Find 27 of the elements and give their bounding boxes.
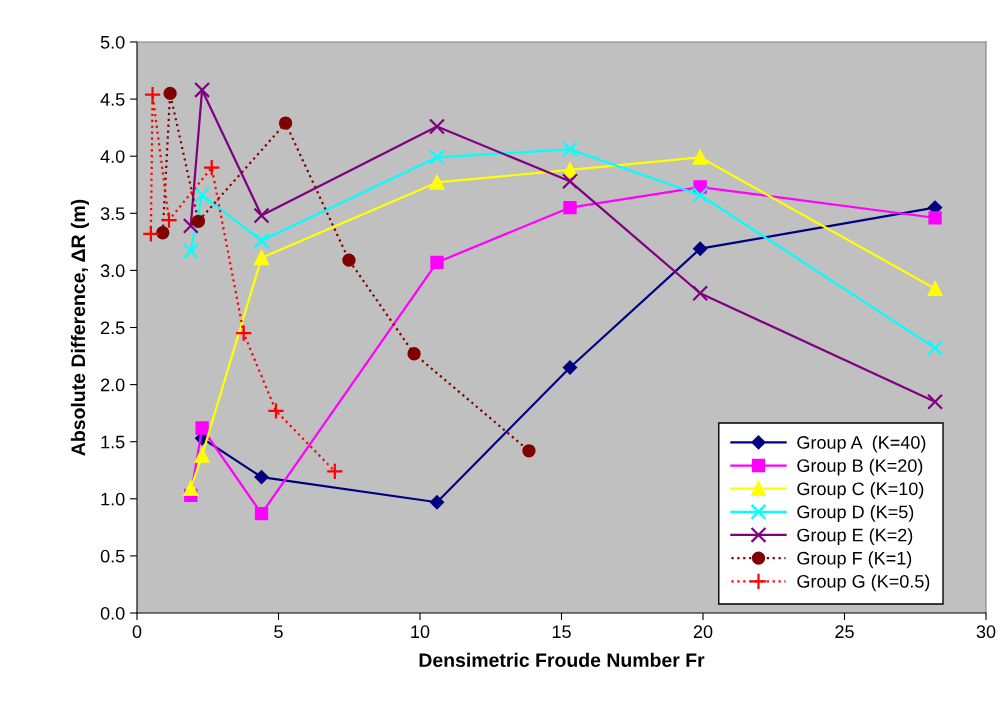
y-axis-title: Absolute Difference, ΔR (m) <box>70 199 89 456</box>
x-tick-label: 30 <box>976 625 996 639</box>
y-tick-label: 4.5 <box>100 93 125 106</box>
y-tick-label: 2.5 <box>101 321 125 335</box>
y-tick-label: 0.0 <box>100 606 125 620</box>
x-tick-label: 10 <box>411 625 430 639</box>
legend-label: Group B (K=20) <box>797 458 923 476</box>
x-tick-label: 20 <box>693 625 713 639</box>
x-tick-label: 15 <box>552 625 571 639</box>
y-tick-label: 5.0 <box>100 35 125 49</box>
legend-label: Group F (K=1) <box>797 551 912 569</box>
y-tick-label: 1.5 <box>101 435 125 449</box>
y-tick-label: 2.0 <box>101 378 125 392</box>
y-tick-label: 4.0 <box>100 150 125 163</box>
y-tick-label: 0.5 <box>100 549 125 563</box>
legend-label: Group G (K=0.5) <box>797 574 930 592</box>
y-tick-label: 3.0 <box>100 264 125 278</box>
x-tick-label: 25 <box>835 625 854 639</box>
y-tick-label: 1.0 <box>101 492 125 506</box>
x-axis-title: Densimetric Froude Number Fr <box>419 652 705 668</box>
legend-label: Group E (K=2) <box>797 528 913 546</box>
legend-label: Group D (K=5) <box>797 505 914 522</box>
legend-label: Group C (K=10) <box>797 481 924 499</box>
x-tick-label: 5 <box>274 625 283 639</box>
x-tick-label: 0 <box>132 625 142 639</box>
y-tick-label: 3.5 <box>100 207 125 221</box>
legend-label: Group A (K=40) <box>797 435 926 453</box>
